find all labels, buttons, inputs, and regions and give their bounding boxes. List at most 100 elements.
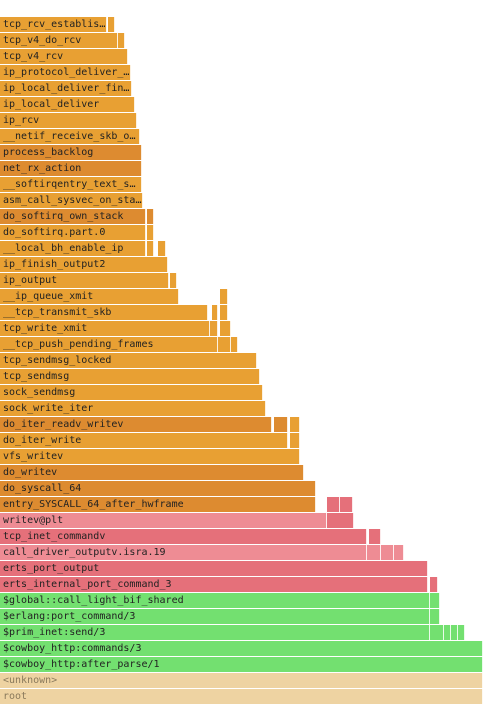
frame-local-bh-enable-ip-sib-2[interactable] (158, 241, 166, 256)
frame-tcp-write-xmit-sib-1[interactable] (210, 321, 218, 336)
frame-prim-inet-send-sib-4[interactable] (458, 625, 465, 640)
frame-vfs-writev[interactable]: vfs_writev (0, 449, 300, 464)
frame-cowboy-http-commands[interactable]: $cowboy_http:commands/3 (0, 641, 483, 656)
frame-call-driver-outputv-sib-3[interactable] (394, 545, 404, 560)
frame-ip-output[interactable]: ip_output (0, 273, 169, 288)
frame-ip-rcv[interactable]: ip_rcv (0, 113, 137, 128)
frame-label: ip_output (3, 275, 58, 286)
frame-label: __tcp_push_pending_frames (3, 339, 154, 350)
frame-tcp-rcv-established[interactable]: tcp_rcv_established (0, 17, 107, 32)
frame-erts-internal-port-command-3[interactable]: erts_internal_port_command_3 (0, 577, 428, 592)
frame-label: tcp_v4_do_rcv (3, 35, 82, 46)
frame-do-writev[interactable]: do_writev (0, 465, 304, 480)
frame-erts-port-output[interactable]: erts_port_output (0, 561, 428, 576)
frame-label: tcp_inet_commandv (3, 531, 106, 542)
frame-sock-sendmsg[interactable]: sock_sendmsg (0, 385, 263, 400)
frame-cowboy-http-after-parse[interactable]: $cowboy_http:after_parse/1 (0, 657, 483, 672)
frame-ip-protocol-deliver-rcu[interactable]: ip_protocol_deliver_rcu (0, 65, 131, 80)
frame-ip-local-deliver-finish[interactable]: ip_local_deliver_finish (0, 81, 132, 96)
frame-tcp-sendmsg[interactable]: tcp_sendmsg (0, 369, 260, 384)
frame-do-softirq-part0-sib[interactable] (147, 225, 154, 240)
frame-call-driver-outputv[interactable]: call_driver_outputv.isra.19 (0, 545, 367, 560)
frame-call-driver-outputv-sib-1[interactable] (367, 545, 381, 560)
frame-label: erts_port_output (3, 563, 100, 574)
frame-do-iter-readv-writev-sib-1[interactable] (274, 417, 288, 432)
frame-tcp-v4-do-rcv[interactable]: tcp_v4_do_rcv (0, 33, 118, 48)
frame-tcp-v4-rcv[interactable]: tcp_v4_rcv (0, 49, 128, 64)
frame-tcp-push-pending-frames[interactable]: __tcp_push_pending_frames (0, 337, 218, 352)
frame-label: ip_rcv (3, 115, 40, 126)
frame-tcp-inet-commandv-sib[interactable] (369, 529, 381, 544)
frame-tcp-sendmsg-locked[interactable]: tcp_sendmsg_locked (0, 353, 257, 368)
frame-tcp-transmit-skb-sib-1[interactable] (212, 305, 218, 320)
frame-label: tcp_sendmsg (3, 371, 70, 382)
frame-label: ip_finish_output2 (3, 259, 106, 270)
frame-do-softirq-own-stack-sib[interactable] (147, 209, 154, 224)
frame-do-iter-write-sib[interactable] (290, 433, 300, 448)
frame-entry-syscall-64-after-hwframe[interactable]: entry_SYSCALL_64_after_hwframe (0, 497, 316, 512)
frame-do-iter-readv-writev-sib-2[interactable] (290, 417, 300, 432)
frame-tcp-write-xmit[interactable]: tcp_write_xmit (0, 321, 210, 336)
frame-tcp-write-xmit-sib-2[interactable] (220, 321, 231, 336)
frame-asm-call-sysvec-on-stack[interactable]: asm_call_sysvec_on_stack (0, 193, 143, 208)
frame-tcp-push-pending-frames-sib-2[interactable] (231, 337, 238, 352)
frame-global-call-light-bif-shared-sib[interactable] (430, 593, 440, 608)
frame-ip-local-deliver[interactable]: ip_local_deliver (0, 97, 135, 112)
frame-local-bh-enable-ip[interactable]: __local_bh_enable_ip (0, 241, 146, 256)
frame-unknown[interactable]: <unknown> (0, 673, 483, 688)
frame-net-rx-action[interactable]: net_rx_action (0, 161, 142, 176)
frame-writev-plt[interactable]: writev@plt (0, 513, 327, 528)
frame-label: tcp_v4_rcv (3, 51, 64, 62)
frame-ip-queue-xmit[interactable]: __ip_queue_xmit (0, 289, 179, 304)
frame-tcp-rcv-established-sib[interactable] (108, 17, 115, 32)
frame-ip-finish-output2[interactable]: ip_finish_output2 (0, 257, 168, 272)
frame-label: __softirqentry_text_start (3, 179, 141, 190)
frame-label: $prim_inet:send/3 (3, 627, 106, 638)
frame-tcp-push-pending-frames-sib-1[interactable] (218, 337, 231, 352)
frame-label: writev@plt (3, 515, 64, 526)
frame-local-bh-enable-ip-sib-1[interactable] (147, 241, 154, 256)
frame-label: process_backlog (3, 147, 94, 158)
frame-label: $cowboy_http:after_parse/1 (3, 659, 160, 670)
frame-label: erts_internal_port_command_3 (3, 579, 172, 590)
frame-label: do_softirq_own_stack (3, 211, 124, 222)
frame-global-call-light-bif-shared[interactable]: $global::call_light_bif_shared (0, 593, 430, 608)
frame-erlang-port-command-sib[interactable] (430, 609, 440, 624)
frame-sock-write-iter[interactable]: sock_write_iter (0, 401, 266, 416)
frame-writev-plt-sib[interactable] (327, 513, 354, 528)
frame-ip-queue-xmit-sib[interactable] (220, 289, 228, 304)
frame-tcp-transmit-skb-sib-2[interactable] (220, 305, 228, 320)
frame-label: $global::call_light_bif_shared (3, 595, 184, 606)
frame-prim-inet-send[interactable]: $prim_inet:send/3 (0, 625, 430, 640)
frame-tcp-inet-commandv[interactable]: tcp_inet_commandv (0, 529, 367, 544)
frame-label: ip_protocol_deliver_rcu (3, 67, 130, 78)
frame-label: do_softirq.part.0 (3, 227, 106, 238)
frame-tcp-v4-do-rcv-sib[interactable] (118, 33, 125, 48)
frame-process-backlog[interactable]: process_backlog (0, 145, 142, 160)
frame-do-softirq-part0[interactable]: do_softirq.part.0 (0, 225, 146, 240)
frame-root[interactable]: root (0, 689, 483, 704)
frame-tcp-transmit-skb[interactable]: __tcp_transmit_skb (0, 305, 208, 320)
frame-entry-syscall-sib-1[interactable] (327, 497, 340, 512)
frame-do-syscall-64[interactable]: do_syscall_64 (0, 481, 316, 496)
frame-label: do_syscall_64 (3, 483, 82, 494)
frame-do-iter-readv-writev[interactable]: do_iter_readv_writev (0, 417, 272, 432)
frame-prim-inet-send-sib-3[interactable] (451, 625, 458, 640)
frame-label: sock_write_iter (3, 403, 94, 414)
frame-label: do_writev (3, 467, 58, 478)
frame-label: $erlang:port_command/3 (3, 611, 136, 622)
frame-prim-inet-send-sib-2[interactable] (444, 625, 451, 640)
frame-label: entry_SYSCALL_64_after_hwframe (3, 499, 184, 510)
frame-do-softirq-own-stack[interactable]: do_softirq_own_stack (0, 209, 146, 224)
frame-label: tcp_sendmsg_locked (3, 355, 112, 366)
frame-erts-internal-port-command-3-sib[interactable] (430, 577, 438, 592)
frame-softirqentry-text-start[interactable]: __softirqentry_text_start (0, 177, 142, 192)
frame-do-iter-write[interactable]: do_iter_write (0, 433, 288, 448)
frame-erlang-port-command[interactable]: $erlang:port_command/3 (0, 609, 430, 624)
frame-ip-output-sib[interactable] (170, 273, 177, 288)
frame-netif-receive-skb[interactable]: __netif_receive_skb_one_core (0, 129, 140, 144)
frame-label: net_rx_action (3, 163, 82, 174)
frame-prim-inet-send-sib-1[interactable] (430, 625, 444, 640)
frame-call-driver-outputv-sib-2[interactable] (381, 545, 394, 560)
frame-entry-syscall-sib-2[interactable] (340, 497, 353, 512)
